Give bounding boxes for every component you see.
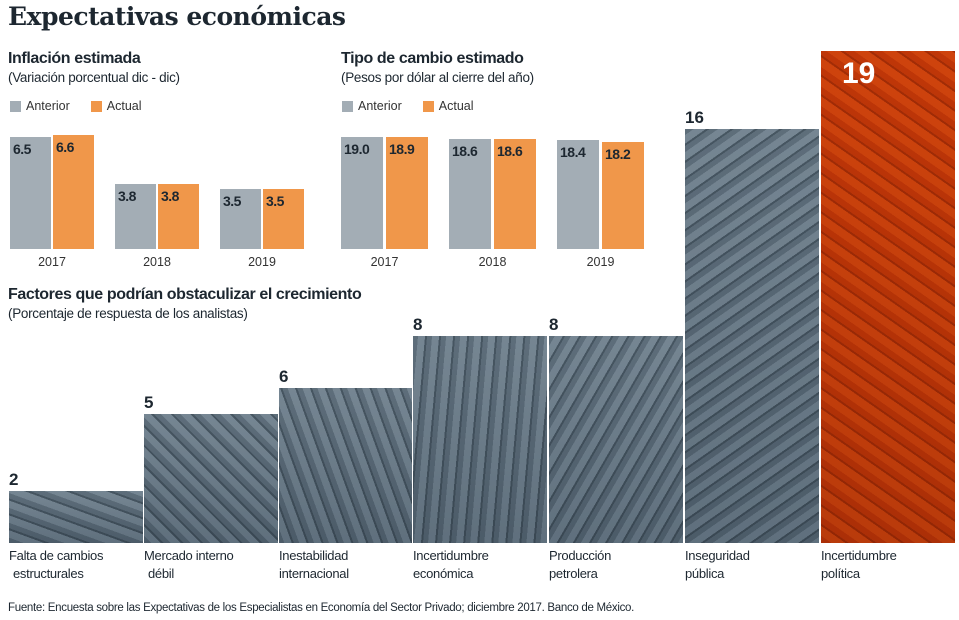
tick-label-2018: 2018 <box>478 255 507 269</box>
tick-label-2017: 2017 <box>370 255 399 269</box>
tick-label-2019: 2019 <box>586 255 615 269</box>
factors-chart-title: Factores que podrían obstaculizar el cre… <box>8 286 362 303</box>
legend-swatch-anterior <box>10 100 21 112</box>
factor-bar-incertidumbre-política <box>820 50 955 543</box>
legend-swatch-actual <box>90 100 102 112</box>
inflation-chart-subtitle: (Variación porcentual dic - dic) <box>8 70 180 85</box>
bar-actual-2018 <box>158 183 199 249</box>
infographic-title: Expectativas económicas <box>8 2 346 31</box>
data-label: 18.2 <box>605 145 631 162</box>
data-label: 6.6 <box>56 139 74 156</box>
bar-anterior-2018 <box>449 139 491 249</box>
category-label: internacional <box>279 566 349 581</box>
legend-label-anterior: Anterior <box>26 99 70 113</box>
tick-label-2018: 2018 <box>143 255 171 269</box>
factor-bar-producción-petrolera <box>548 335 683 543</box>
bar-anterior-2019 <box>220 188 261 249</box>
data-label: 6 <box>279 366 289 386</box>
bar-anterior-2017 <box>341 136 383 249</box>
data-label: 19 <box>842 56 876 90</box>
tick-label-2019: 2019 <box>248 255 276 269</box>
factors-chart-subtitle: (Porcentaje de respuesta de los analista… <box>8 306 248 321</box>
legend-swatch-actual <box>422 100 434 112</box>
source-note: Fuente: Encuesta sobre las Expectativas … <box>8 602 635 614</box>
category-label: Producción <box>549 548 612 563</box>
legend-label-actual: Actual <box>106 99 142 113</box>
category-label: Incertidumbre <box>821 548 897 563</box>
category-label: Falta de cambios <box>9 548 104 563</box>
category-label: Inestabilidad <box>279 548 349 563</box>
data-label: 18.9 <box>389 141 415 158</box>
data-label: 3.8 <box>118 187 136 204</box>
bar-anterior-2017 <box>10 137 51 249</box>
factor-bar-falta-de-cambios-estructurales <box>8 491 143 543</box>
data-label: 19.0 <box>344 140 370 157</box>
category-label: Mercado interno <box>144 548 234 563</box>
factor-bar-inestabilidad-internacional <box>278 387 413 543</box>
bar-anterior-2018 <box>115 183 156 249</box>
legend-label-actual: Actual <box>438 99 474 113</box>
data-label: 3.8 <box>161 187 179 204</box>
data-label: 5 <box>144 392 154 412</box>
data-label: 3.5 <box>266 192 284 209</box>
data-label: 2 <box>9 470 19 490</box>
exchange-chart-title: Tipo de cambio estimado <box>341 50 524 67</box>
category-label: Inseguridad <box>685 548 750 563</box>
category-label: estructurales <box>13 566 84 581</box>
category-label: débil <box>148 566 174 581</box>
factor-bar-inseguridad-pública <box>684 128 819 543</box>
bar-actual-2017 <box>386 137 428 249</box>
data-label: 18.6 <box>452 143 478 160</box>
data-label: 3.5 <box>223 192 241 209</box>
data-label: 16 <box>685 107 704 127</box>
bar-anterior-2019 <box>557 140 599 249</box>
inflation-chart-title: Inflación estimada <box>8 50 141 67</box>
category-label: petrolera <box>549 566 598 581</box>
exchange-legend: Anterior Actual <box>342 99 474 113</box>
factor-bar-mercado-interno-débil <box>143 413 278 543</box>
legend-swatch-anterior <box>342 100 353 112</box>
bar-actual-2019 <box>263 188 304 249</box>
inflation-legend: Anterior Actual <box>10 99 142 113</box>
data-label: 18.6 <box>497 143 523 160</box>
category-label: económica <box>413 566 474 581</box>
data-label: 8 <box>549 314 559 334</box>
category-label: pública <box>685 566 725 581</box>
tick-label-2017: 2017 <box>38 255 66 269</box>
exchange-chart-subtitle: (Pesos por dólar al cierre del año) <box>341 70 534 85</box>
data-label: 6.5 <box>13 141 31 158</box>
legend-label-anterior: Anterior <box>358 99 402 113</box>
bar-actual-2018 <box>494 139 536 249</box>
category-label: política <box>821 566 860 581</box>
data-label: 8 <box>413 314 423 334</box>
bar-actual-2019 <box>602 141 644 249</box>
bar-actual-2017 <box>53 135 94 249</box>
category-label: Incertidumbre <box>413 548 489 563</box>
data-label: 18.4 <box>560 144 586 161</box>
factor-bar-incertidumbre-económica <box>412 335 547 543</box>
